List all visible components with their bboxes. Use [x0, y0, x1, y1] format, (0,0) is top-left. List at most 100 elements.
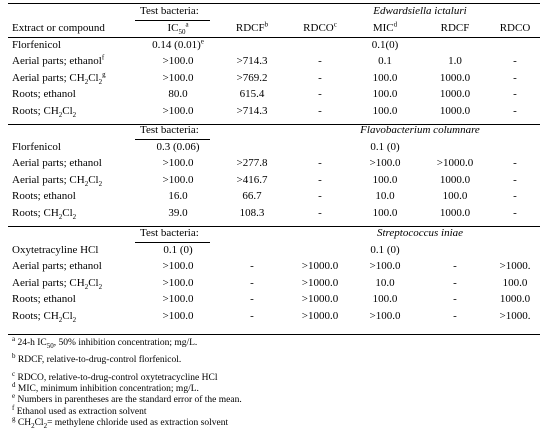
cell: 0.1 (0) [370, 244, 400, 256]
superscript: b [12, 351, 16, 360]
test-bacteria-label: Test bacteria: [140, 227, 199, 239]
cell: 0.1 (0) [163, 244, 193, 256]
cell: 615.4 [239, 88, 265, 101]
text-run: RDCO, relative-to-drug-control oxytetrac… [15, 373, 218, 383]
footnote: c RDCO, relative-to-drug-control oxytetr… [12, 370, 218, 384]
cell: >100.0 [162, 55, 194, 68]
subscript: 2 [98, 77, 103, 86]
cell: - [513, 88, 517, 101]
superscript: e [200, 37, 204, 46]
rule [8, 37, 540, 38]
cell: 10.0 [375, 190, 395, 203]
text-run: Cl [88, 276, 99, 289]
row-label: Roots; CH2Cl2 [12, 309, 77, 324]
row-label: Florfenicol [12, 141, 61, 153]
text-run: CH [15, 418, 32, 428]
subscript: 2 [58, 110, 63, 119]
subscript: 2 [31, 421, 35, 430]
cell: >277.8 [236, 157, 268, 170]
text-run: Cl [88, 71, 99, 84]
cell: 0.3 (0.06) [156, 141, 200, 153]
cell: 1000.0 [499, 293, 531, 306]
cell: 16.0 [168, 190, 188, 203]
superscript: d [393, 20, 398, 29]
column-header: RDCF [440, 22, 470, 34]
column-header: MICd [372, 20, 398, 35]
cell: >1000.0 [301, 293, 339, 306]
row-label: Roots; ethanol [12, 190, 76, 203]
cell: - [453, 260, 457, 273]
cell: >100.0 [162, 260, 194, 273]
species-name: Edwardsiella ictaluri [373, 5, 467, 17]
text-run: RDCO [303, 22, 334, 34]
rule [8, 3, 540, 4]
subscript: 50 [46, 341, 54, 350]
rule [8, 226, 540, 227]
cell: - [513, 71, 517, 84]
cell: 66.7 [242, 190, 262, 203]
column-header: RDCFb [236, 20, 269, 35]
cell: >100.0 [162, 157, 194, 170]
cell: >769.2 [236, 71, 268, 84]
text-run: Cl [88, 173, 99, 186]
superscript: a [12, 334, 16, 343]
superscript: a [185, 20, 189, 29]
cell: - [513, 157, 517, 170]
row-label: Aerial parts; ethanol [12, 157, 102, 170]
cell: 1000.0 [439, 173, 471, 186]
cell: 80.0 [168, 88, 188, 101]
column-header: Extract or compound [12, 22, 105, 34]
cell: - [318, 71, 322, 84]
superscript: f [101, 53, 105, 62]
cell: 1000.0 [439, 104, 471, 117]
subscript: 2 [72, 315, 77, 324]
subscript: 2 [84, 282, 89, 291]
subscript: 2 [43, 421, 48, 430]
cell: 100.0 [372, 88, 398, 101]
column-header: RDCO [499, 22, 531, 34]
cell: - [513, 55, 517, 68]
text-run: Aerial parts; ethanol [12, 55, 102, 68]
cell: >1000. [499, 309, 531, 322]
cell: >100.0 [162, 173, 194, 186]
row-label: Oxytetracyline HCl [12, 244, 99, 256]
superscript: g [102, 70, 106, 79]
cell: - [250, 293, 254, 306]
cell: >100.0 [369, 157, 401, 170]
cell: - [250, 276, 254, 289]
rule [135, 242, 210, 243]
row-label: Aerial parts; CH2Cl2 [12, 276, 102, 291]
subscript: 2 [84, 77, 89, 86]
subscript: 2 [84, 179, 89, 188]
subscript: 2 [58, 315, 63, 324]
cell: - [453, 293, 457, 306]
cell: 100.0 [372, 104, 398, 117]
cell: >1000.0 [436, 157, 474, 170]
text-run: Cl [34, 418, 44, 428]
cell: >1000.0 [301, 309, 339, 322]
footnote: b RDCF, relative-to-drug-control florfen… [12, 351, 181, 366]
row-label: Roots; CH2Cl2 [12, 105, 76, 119]
row-label: Aerial parts; CH2Cl2 [12, 173, 102, 188]
cell: >714.3 [236, 55, 268, 68]
cell: - [453, 309, 457, 322]
cell: - [250, 309, 254, 322]
cell: 1000.0 [439, 206, 471, 219]
species-name: Streptococcus iniae [376, 227, 464, 239]
text-run: Cl [62, 309, 73, 322]
cell: >100.0 [162, 276, 194, 289]
rule [8, 334, 540, 335]
column-header: IC50a [167, 20, 189, 36]
superscript: c [333, 20, 337, 29]
cell: >1000.0 [301, 260, 339, 273]
footnote: e Numbers in parentheses are the standar… [12, 392, 242, 406]
cell: - [513, 206, 517, 219]
text-run: MIC [372, 22, 394, 34]
superscript: f [12, 403, 15, 412]
cell: >714.3 [236, 104, 268, 117]
cell: >100.0 [369, 309, 401, 322]
superscript: b [264, 20, 269, 29]
cell: - [318, 55, 322, 68]
species-name: Flavobacterium columnare [360, 124, 480, 136]
cell: 100.0 [372, 206, 398, 219]
